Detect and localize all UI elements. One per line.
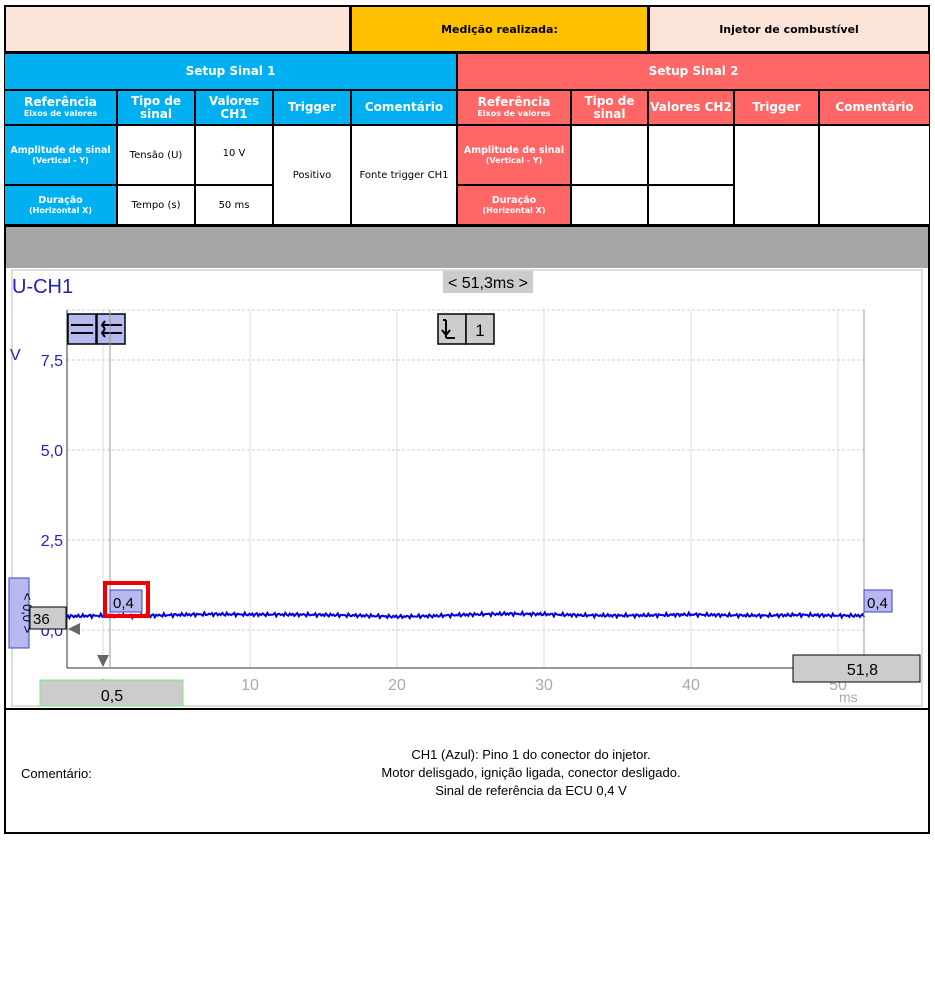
setup2-trigger [734, 125, 819, 225]
setup1-row-amplitude: Amplitude de sinal (Vertical - Y) [4, 125, 117, 185]
comment-text: CH1 (Azul): Pino 1 do conector do injeto… [206, 746, 856, 800]
setup1-row-duracao: Duração (Horizontal X) [4, 185, 117, 225]
trigger-edge-icon[interactable] [437, 313, 467, 345]
comment-line: Sinal de referência da ECU 0,4 V [435, 783, 627, 798]
setup1-trigger: Positivo [273, 125, 351, 225]
sublabel: (Vertical - Y) [32, 156, 89, 165]
cursor-left-time[interactable]: 0,5 [39, 679, 184, 707]
sublabel: (Horizontal X) [29, 206, 92, 215]
y-offset-control[interactable]: < 0,0 > [8, 577, 35, 649]
sublabel: (Vertical - Y) [485, 156, 543, 165]
channel-label: U-CH1 [12, 276, 73, 298]
y-marker-label: 36 [33, 611, 50, 628]
y-marker[interactable]: 36 [29, 606, 80, 635]
sublabel: (Horizontal X) [482, 206, 546, 215]
y-tick-label: 2,5 [41, 533, 63, 550]
setup1-col-trigger: Trigger [273, 90, 351, 125]
time-window-button[interactable]: < 51,3ms > [443, 271, 533, 293]
setup2-cell [648, 125, 734, 185]
time-window-label: < 51,3ms > [448, 275, 528, 292]
label: Referência [477, 95, 551, 109]
horizontal-lines-icon[interactable] [67, 313, 97, 345]
label: Amplitude de sinal [10, 145, 111, 156]
trigger-channel-label: 1 [475, 321, 484, 340]
scope-chart: U-CH1 V ms 010203040500,02,55,07,5 < 51,… [8, 269, 923, 707]
x-tick-label: 10 [241, 677, 259, 694]
scope-panel: U-CH1 V ms 010203040500,02,55,07,5 < 51,… [4, 268, 930, 710]
setup1-comentario: Fonte trigger CH1 [351, 125, 457, 225]
ch1-trace [65, 609, 866, 621]
setup1-title: Setup Sinal 1 [4, 53, 457, 90]
setup2-col-ref: Referência Eixos de valores [457, 90, 571, 125]
x-unit: ms [839, 689, 858, 705]
setup2-col-trigger: Trigger [734, 90, 819, 125]
trigger-channel-button[interactable]: 1 [465, 313, 495, 345]
label: Amplitude de sinal [463, 145, 565, 156]
cursor-arrows-icon[interactable] [96, 313, 126, 345]
setup2-comentario [819, 125, 930, 225]
comment-line: CH1 (Azul): Pino 1 do conector do injeto… [411, 747, 651, 762]
comment-line: Motor delisgado, ignição ligada, conecto… [381, 765, 681, 780]
y-unit: V [10, 347, 21, 364]
label: Referência [24, 95, 97, 109]
setup2-cell [571, 185, 648, 225]
comment-label: Comentário: [21, 766, 92, 781]
zero-level-arrow-icon [68, 623, 80, 635]
setup1-tipo-0: Tensão (U) [117, 125, 195, 185]
separator-bar [4, 225, 930, 268]
setup1-col-comentario: Comentário [351, 90, 457, 125]
setup2-title: Setup Sinal 2 [457, 53, 930, 90]
setup2-cell [648, 185, 734, 225]
measurement-label: Medição realizada: [350, 5, 649, 53]
cursor-right-value: 0,4 [863, 589, 893, 613]
setup2-row-duracao: Duração (Horizontal X) [457, 185, 571, 225]
cursor-right-time-label: 51,8 [847, 662, 878, 679]
header-blank [4, 5, 351, 53]
trigger-position-marker-icon[interactable] [97, 655, 109, 667]
x-tick-label: 40 [682, 677, 700, 694]
cursor-right-time[interactable]: 51,8 [792, 654, 921, 683]
setup2-col-tipo: Tipo de sinal [571, 90, 648, 125]
x-tick-label: 30 [535, 677, 553, 694]
setup2-cell [571, 125, 648, 185]
y-tick-label: 7,5 [41, 353, 63, 370]
setup1-valor-1: 50 ms [195, 185, 273, 225]
cursor-left-value-label: 0,4 [113, 595, 134, 612]
label: Duração [491, 195, 537, 206]
comment-box: Comentário: CH1 (Azul): Pino 1 do conect… [4, 708, 930, 834]
cursor-right-value-label: 0,4 [867, 595, 888, 612]
x-tick-label: 20 [388, 677, 406, 694]
sublabel: Eixos de valores [477, 109, 551, 118]
setup1-valor-0: 10 V [195, 125, 273, 185]
sublabel: Eixos de valores [23, 109, 98, 118]
setup2-col-comentario: Comentário [819, 90, 930, 125]
measurement-value: Injetor de combustível [648, 5, 930, 53]
setup1-col-ref: Referência Eixos de valores [4, 90, 117, 125]
setup2-col-valores: Valores CH2 [648, 90, 734, 125]
cursor-left-time-label: 0,5 [101, 688, 123, 705]
setup2-row-amplitude: Amplitude de sinal (Vertical - Y) [457, 125, 571, 185]
setup1-col-valores: Valores CH1 [195, 90, 273, 125]
setup1-col-tipo: Tipo de sinal [117, 90, 195, 125]
setup1-tipo-1: Tempo (s) [117, 185, 195, 225]
label: Duração [38, 195, 83, 206]
y-tick-label: 5,0 [41, 443, 63, 460]
cursor-left-value: 0,4 [103, 581, 150, 618]
